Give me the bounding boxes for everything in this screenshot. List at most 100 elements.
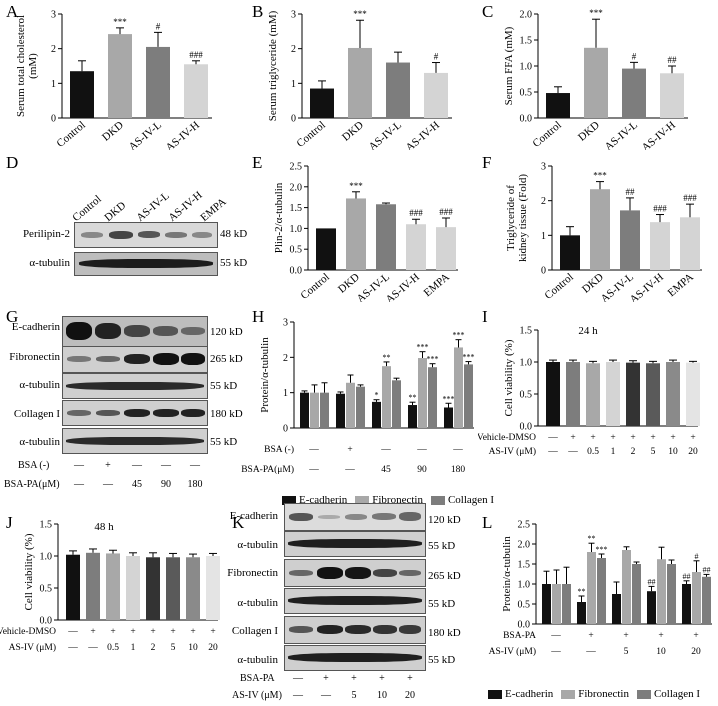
blot-band xyxy=(399,512,421,521)
bar xyxy=(108,34,132,118)
chart-title: 48 h xyxy=(94,521,114,533)
legend-label: E-cadherin xyxy=(505,688,554,700)
bar xyxy=(666,362,680,426)
y-axis-label: Protein/α-tubulin xyxy=(259,337,271,413)
chart-b: 0 1 2 3 Serum triglyceride (mM) Control *** DKD… xyxy=(267,9,452,150)
bar xyxy=(336,393,345,428)
table-cell: + xyxy=(347,445,352,455)
bar xyxy=(667,564,676,624)
bar xyxy=(166,557,180,620)
table-cell: + xyxy=(210,627,215,637)
table-cell: — xyxy=(161,460,171,471)
table-cell: + xyxy=(90,627,95,637)
y-axis-label: Serum total cholesterol xyxy=(15,15,27,117)
significance-mark: ### xyxy=(409,208,423,218)
bar xyxy=(612,594,621,624)
significance-mark: ### xyxy=(653,204,667,214)
bar xyxy=(692,572,701,624)
table-label: Vehicle-DMSO xyxy=(0,627,56,637)
table-cell: + xyxy=(650,433,655,443)
table-cell: — xyxy=(567,447,578,457)
blot-strip xyxy=(62,400,208,426)
significance-mark: # xyxy=(156,21,161,31)
bar xyxy=(428,367,437,428)
blot-row-name: E-cadherin xyxy=(229,510,278,522)
blot-kd: 48 kD xyxy=(220,228,248,240)
bar xyxy=(186,557,200,620)
blot-row-name: α-tubulin xyxy=(19,436,60,448)
table-label: AS-IV (μM) xyxy=(9,642,56,653)
bar xyxy=(310,392,319,428)
significance-mark: ## xyxy=(648,577,656,586)
blot-kd: 120 kD xyxy=(428,514,461,526)
significance-mark: *** xyxy=(349,181,363,191)
x-tick-label: AS-IV-H xyxy=(404,119,442,150)
table-cell: — xyxy=(67,643,78,653)
bar xyxy=(146,46,170,118)
table-cell: 20 xyxy=(208,643,218,653)
bar xyxy=(647,591,656,624)
blot-kd: 120 kD xyxy=(210,326,243,338)
bar xyxy=(682,584,691,624)
y-tick-label: 0.5 xyxy=(520,88,533,99)
y-tick-label: 1.0 xyxy=(290,224,303,235)
blot-band xyxy=(373,625,397,634)
blot-strip xyxy=(62,428,208,454)
y-tick-label: 0 xyxy=(283,424,288,435)
blot-band xyxy=(81,232,103,238)
table-cell: + xyxy=(379,673,385,684)
blot-band xyxy=(138,231,160,238)
significance-mark: *** xyxy=(453,331,465,340)
table-cell: 90 xyxy=(161,479,171,490)
y-tick-label: 0.0 xyxy=(290,266,303,277)
blot-row-name: Perilipin-2 xyxy=(22,228,70,240)
table-cell: — xyxy=(67,627,78,637)
y-tick-label: 2 xyxy=(541,196,546,207)
table-cell: + xyxy=(630,433,635,443)
y-tick-label: 1.5 xyxy=(520,36,533,47)
blot-strip xyxy=(284,531,426,557)
significance-mark: *** xyxy=(353,9,367,19)
blot-band xyxy=(124,354,150,364)
table-cell: + xyxy=(190,627,195,637)
blot-band xyxy=(96,410,120,416)
table-cell: — xyxy=(452,445,463,455)
bar xyxy=(702,576,711,624)
y-tick-label: 0.0 xyxy=(40,616,53,627)
table-cell: — xyxy=(74,479,84,490)
table-cell: 10 xyxy=(377,690,387,701)
bar xyxy=(126,556,140,620)
y-tick-label: 1.0 xyxy=(520,358,533,369)
table-cell: — xyxy=(380,445,391,455)
table-cell: + xyxy=(570,433,575,443)
bar xyxy=(542,584,551,624)
blot-band xyxy=(345,514,367,520)
table-cell: + xyxy=(610,433,615,443)
bar xyxy=(346,382,355,428)
panel-letter-b: B xyxy=(252,2,264,21)
legend-item-fibronectin: Fibronectin xyxy=(561,688,629,700)
table-cell: + xyxy=(623,631,628,641)
chart-e: 0.0 0.5 1.0 1.5 2.0 2.5 Plin-2/α-tubulin Contro… xyxy=(273,162,458,302)
blot-strip xyxy=(284,503,426,531)
bar xyxy=(650,222,670,270)
blot-band xyxy=(317,625,343,634)
blot-band xyxy=(124,409,150,417)
bar xyxy=(562,584,571,624)
bar xyxy=(560,235,580,270)
panel-letter-l: L xyxy=(482,513,493,532)
panel-letter-e: E xyxy=(252,153,263,172)
y-axis-label: Cell viability (%) xyxy=(23,533,35,610)
blot-strip xyxy=(284,559,426,587)
bar xyxy=(106,553,120,620)
panel-letter-g: G xyxy=(6,307,19,326)
panel-letter-a: A xyxy=(6,2,19,21)
x-tick-label: EMPA xyxy=(422,271,452,299)
table-cell: — xyxy=(190,460,200,471)
table-cell: + xyxy=(351,673,357,684)
blot-kd: 180 kD xyxy=(210,408,243,420)
blot-band xyxy=(399,625,421,634)
panel-letter-c: C xyxy=(482,2,494,21)
table-cell: + xyxy=(690,433,695,443)
